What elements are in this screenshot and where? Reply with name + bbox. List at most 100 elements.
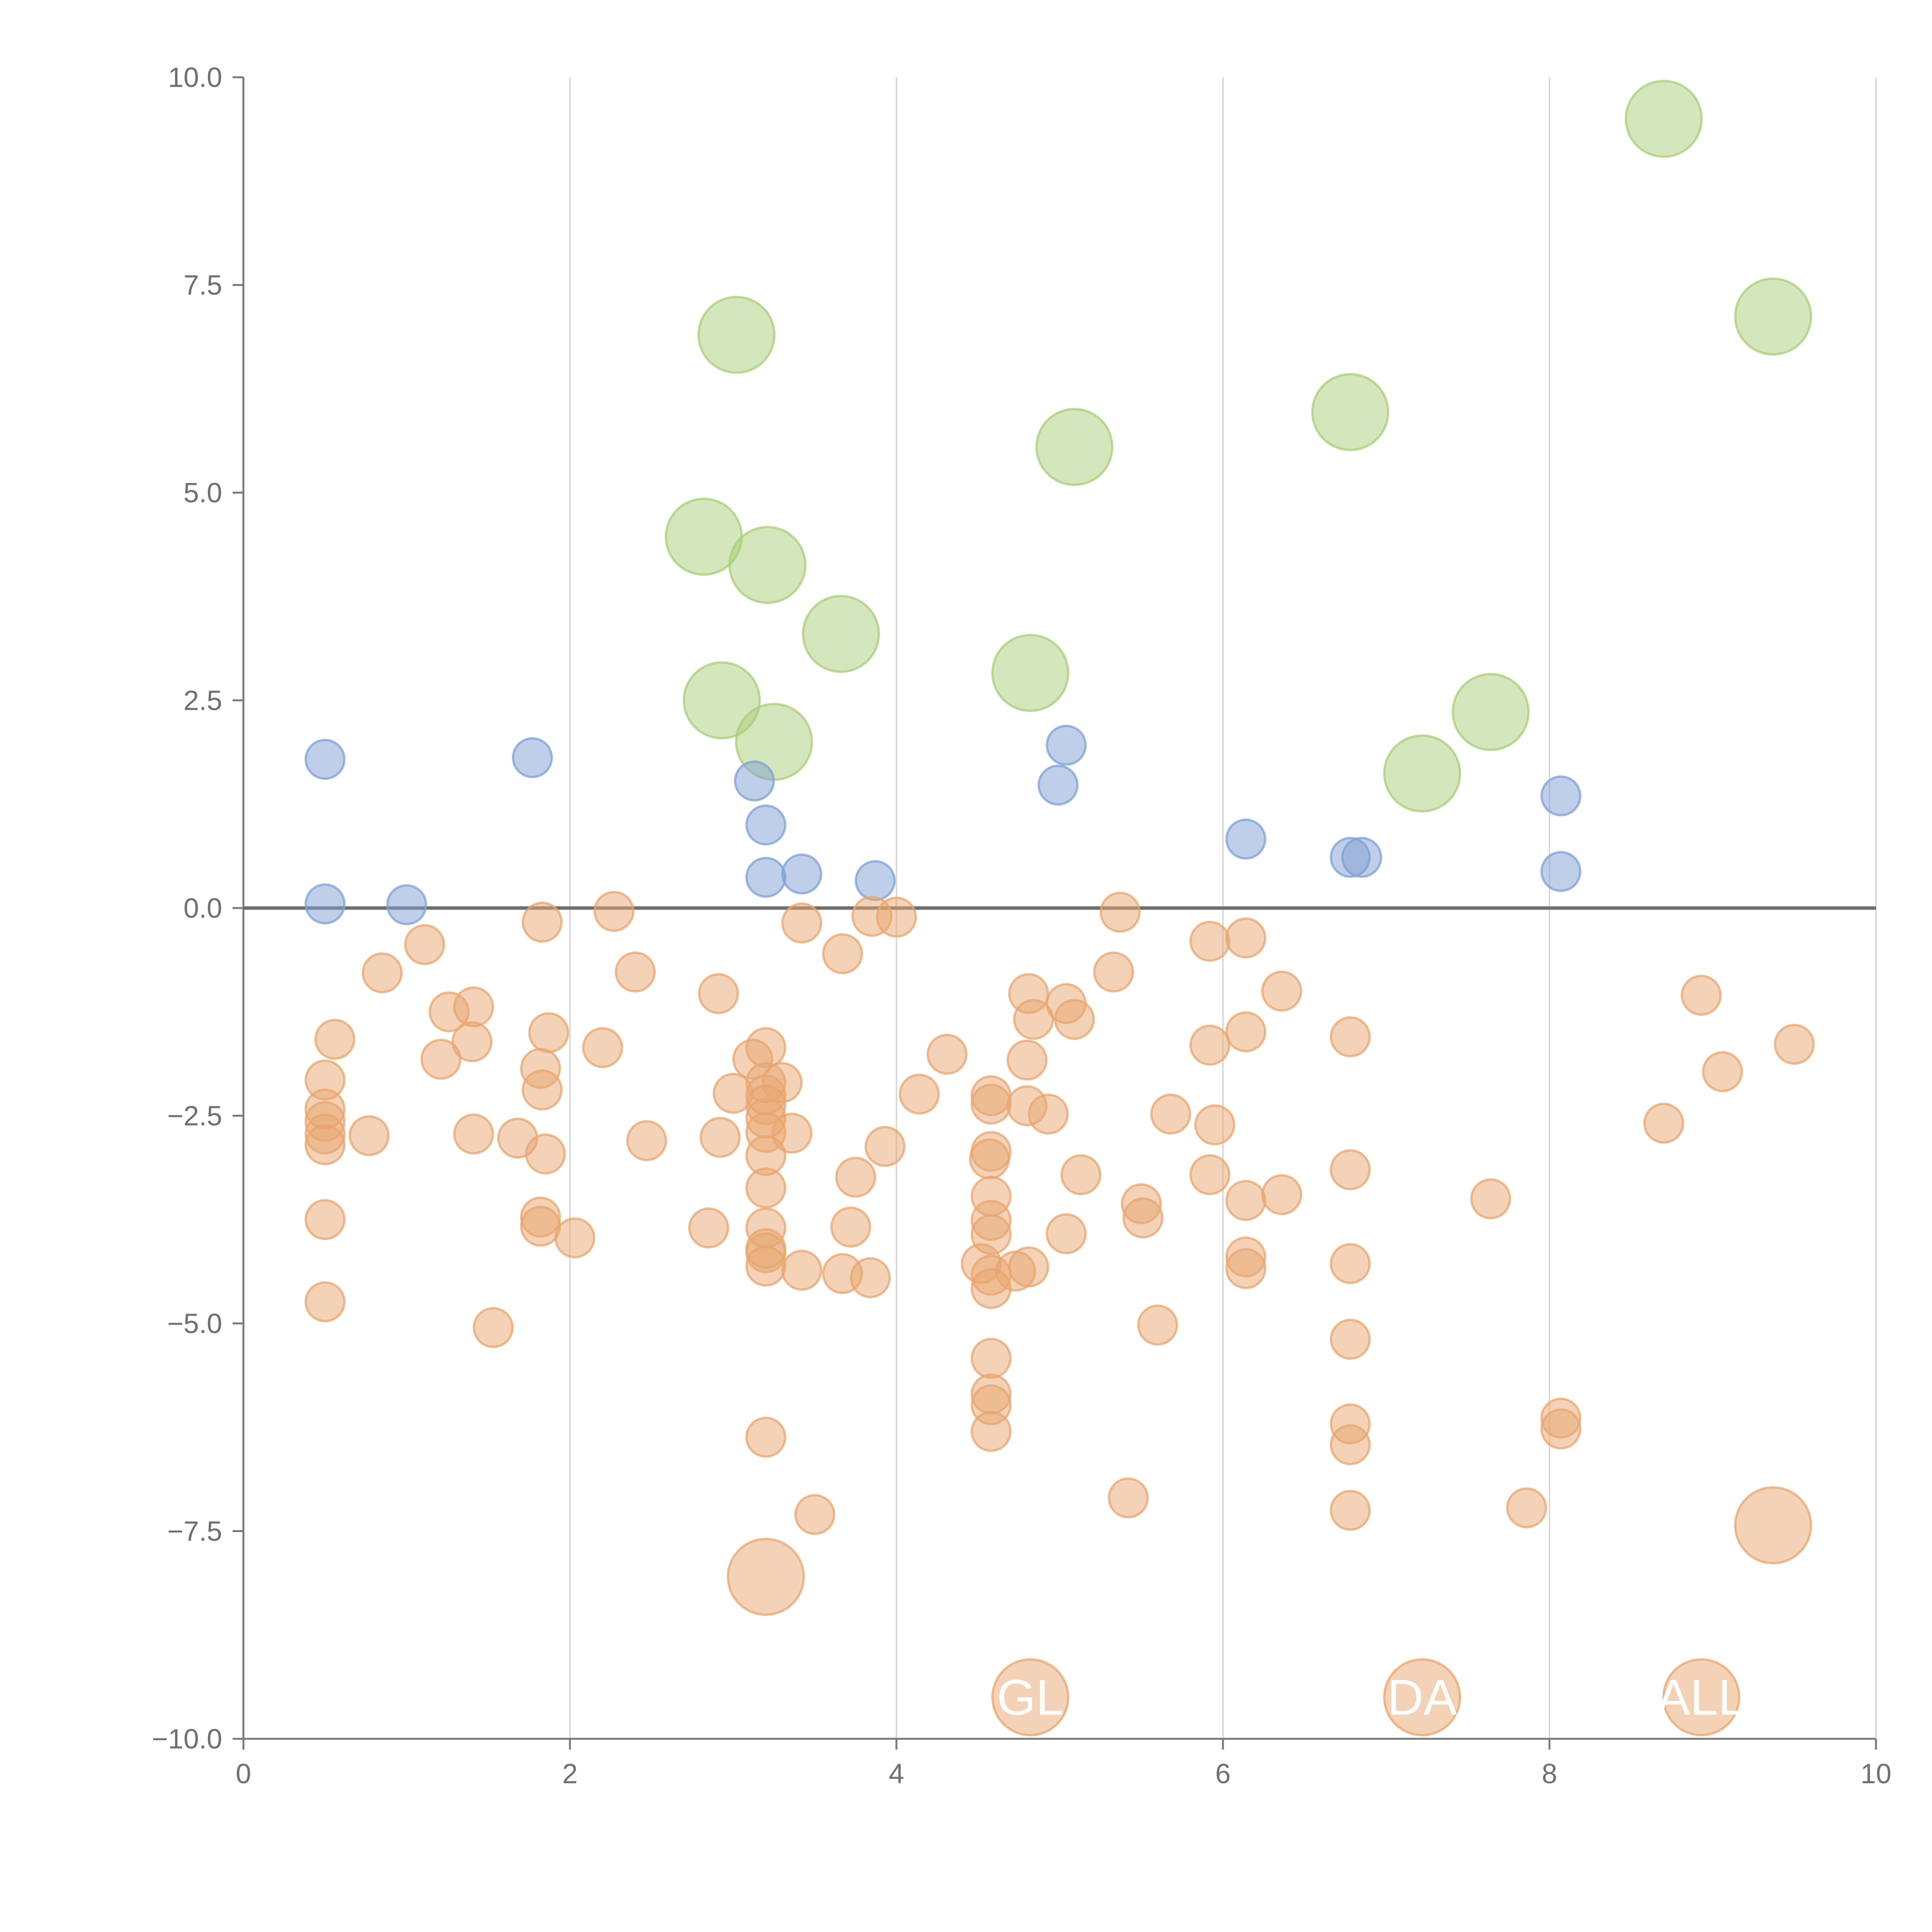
point-orange-117	[1107, 1477, 1149, 1519]
point-orange-44	[899, 1073, 940, 1115]
point-orange-111	[971, 1411, 1012, 1452]
point-orange-10	[1093, 951, 1134, 993]
point-orange-28	[420, 1039, 462, 1080]
point-orange-61	[864, 1126, 906, 1167]
point-orange-1	[594, 891, 635, 932]
point-green-6	[728, 526, 807, 604]
point-orange-23	[453, 986, 494, 1027]
point-green-0	[1624, 80, 1703, 158]
point-orange-92	[745, 1245, 786, 1287]
point-orange-64	[1150, 1094, 1191, 1135]
point-orange-35	[1330, 1016, 1371, 1058]
point-orange-31	[926, 1034, 968, 1075]
point-green-7	[802, 595, 880, 673]
y-tick-label-8: −10.0	[152, 1724, 222, 1755]
point-orange-107	[1330, 1318, 1371, 1360]
point-orange-95	[850, 1257, 891, 1298]
point-orange-54	[525, 1133, 566, 1175]
point-orange-51	[349, 1115, 390, 1156]
point-orange-24	[451, 1021, 493, 1063]
point-orange-2	[781, 902, 822, 944]
point-orange-38	[522, 1069, 563, 1111]
x-tick-label-5: 10	[1861, 1759, 1891, 1789]
point-orange-19	[1680, 975, 1722, 1016]
point-orange-103	[1330, 1243, 1371, 1284]
point-blue-15	[1540, 851, 1582, 892]
point-orange-70	[835, 1156, 876, 1198]
point-blue-11	[1225, 818, 1267, 860]
y-tick-label-7: −7.5	[167, 1516, 222, 1547]
point-orange-65	[1194, 1104, 1235, 1146]
point-orange-59	[771, 1112, 813, 1154]
point-orange-106	[1137, 1304, 1178, 1346]
point-orange-102	[1225, 1248, 1267, 1289]
point-orange-114	[1330, 1424, 1371, 1465]
point-orange-63	[1027, 1094, 1069, 1135]
point-blue-4	[745, 857, 786, 898]
point-blue-14	[1540, 775, 1582, 816]
point-green-11	[1451, 673, 1530, 751]
x-tick-label-4: 8	[1542, 1759, 1557, 1789]
point-orange-7	[404, 924, 445, 965]
point-orange-12	[1225, 917, 1267, 959]
point-orange-6	[1099, 891, 1141, 933]
y-tick-label-5: −2.5	[167, 1101, 222, 1132]
point-orange-5	[876, 896, 917, 938]
point-orange-9	[615, 951, 656, 993]
point-orange-82	[520, 1206, 561, 1247]
point-orange-89	[1046, 1213, 1087, 1254]
point-blue-3	[745, 804, 786, 845]
point-orange-50	[304, 1124, 346, 1165]
point-orange-88	[554, 1217, 595, 1259]
point-orange-0	[522, 901, 563, 943]
point-orange-66	[1643, 1102, 1684, 1144]
labels-layer: GL DA ALL	[997, 1669, 1746, 1726]
point-orange-75	[1225, 1180, 1267, 1221]
point-blue-13	[1341, 837, 1383, 878]
point-orange-120	[1506, 1487, 1547, 1529]
annotation-label-2: ALL	[1656, 1669, 1746, 1726]
point-orange-32	[1007, 1039, 1048, 1081]
point-orange-3	[822, 933, 863, 975]
x-tick-label-3: 6	[1215, 1759, 1231, 1789]
point-blue-2	[734, 760, 775, 802]
point-orange-17	[1054, 999, 1095, 1040]
point-orange-21	[1702, 1051, 1743, 1092]
point-orange-8	[362, 952, 403, 993]
y-tick-label-0: 10.0	[168, 62, 222, 93]
point-orange-large-0	[727, 1537, 805, 1616]
point-orange-25	[528, 1012, 570, 1053]
point-orange-71	[1060, 1154, 1102, 1196]
point-orange-55	[626, 1120, 667, 1161]
point-green-8	[682, 661, 761, 740]
point-orange-13	[1261, 971, 1303, 1012]
point-orange-85	[830, 1206, 871, 1248]
point-orange-46	[971, 1083, 1012, 1125]
point-orange-119	[1330, 1490, 1371, 1531]
point-orange-112	[745, 1417, 786, 1458]
point-orange-68	[969, 1138, 1010, 1180]
point-orange-78	[1122, 1197, 1163, 1238]
point-orange-116	[1540, 1408, 1582, 1450]
annotation-label-1: DA	[1387, 1669, 1457, 1726]
point-orange-79	[1470, 1178, 1511, 1219]
point-blue-5	[781, 853, 822, 895]
point-orange-56	[699, 1117, 741, 1158]
point-orange-76	[1261, 1174, 1303, 1215]
point-orange-52	[453, 1113, 494, 1155]
x-tick-label-0: 0	[236, 1759, 251, 1789]
point-orange-80	[304, 1199, 346, 1240]
y-tick-label-4: 0.0	[184, 893, 222, 924]
y-tick-label-3: 2.5	[184, 685, 222, 716]
point-orange-104	[304, 1281, 346, 1323]
annotation-label-0: GL	[997, 1669, 1064, 1726]
point-orange-27	[314, 1019, 355, 1060]
point-blue-7	[304, 883, 346, 925]
points-layer	[304, 80, 1815, 1736]
point-green-12	[1383, 734, 1461, 813]
point-orange-large-3	[1383, 1658, 1461, 1736]
point-orange-large-1	[1734, 1486, 1812, 1565]
y-tick-label-1: 7.5	[184, 270, 222, 301]
